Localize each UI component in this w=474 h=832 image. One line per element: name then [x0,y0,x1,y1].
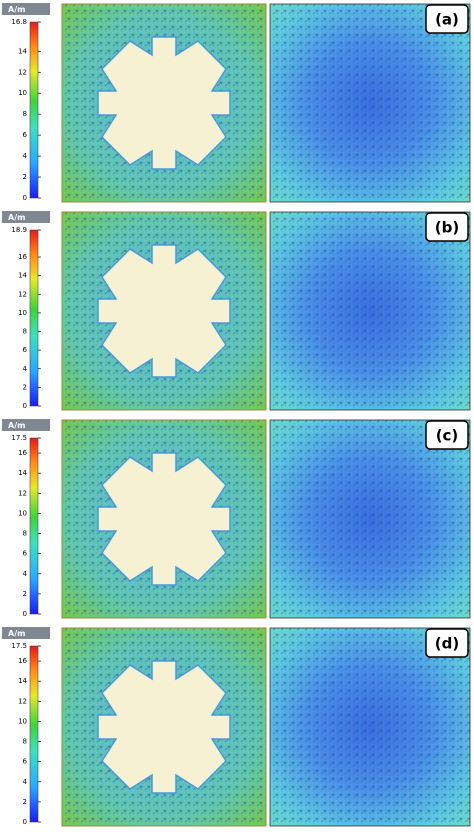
tick-label: 0 [23,610,27,618]
tick-label: 8 [23,328,27,336]
tick-label: 17.5 [11,434,27,442]
unit-label: A/m [8,421,25,430]
unit-label: A/m [8,629,25,638]
tick-label: 14 [18,469,27,477]
right-border [269,419,471,619]
tick-label: 6 [23,758,28,766]
right-arrows [270,212,470,410]
tick-label: 6 [23,131,28,139]
panel: A/m 16.8 14 12 10 8 6 4 2 0 (a) [2,3,471,203]
panel-label-box [425,4,469,34]
cross-patch [97,244,231,378]
right-arrows [270,420,470,618]
tick-label: 0 [23,194,27,202]
panel-label-box [425,628,469,658]
panel-label-box [425,420,469,450]
unit-label: A/m [8,5,25,14]
unit-header [2,3,50,15]
unit-header [2,419,50,431]
tick-label: 12 [18,68,27,76]
left-border [61,627,267,827]
colorbar [29,229,39,407]
tick-label: 16 [18,253,27,261]
tick-label: 4 [23,570,28,578]
tick-label: 8 [23,530,27,538]
tick-label: 12 [18,290,27,298]
tick-label: 12 [18,697,27,705]
tick-label: 16.8 [11,18,27,26]
panel: A/m 17.5 16 14 12 10 8 6 4 2 0 (d) [2,627,471,827]
tick-label: 2 [23,590,27,598]
left-border [61,211,267,411]
tick-label: 10 [18,309,27,317]
panel: A/m 18.9 16 14 12 10 8 6 4 2 0 (b) [2,211,471,411]
panels: A/m 16.8 14 12 10 8 6 4 2 0 (a) A/m 18.9 16 14 12 10 8 6 4 2… [2,3,471,827]
right-border [269,627,471,827]
panel: A/m 17.5 16 14 12 10 8 6 4 2 0 (c) [2,419,471,619]
tick-label: 10 [18,89,27,97]
panel-label: (a) [435,11,459,29]
tick-label: 10 [18,509,27,517]
panel-label: (c) [436,427,459,445]
tick-label: 4 [23,152,28,160]
panel-label-box [425,212,469,242]
left-border [61,3,267,203]
tick-label: 2 [23,383,27,391]
right-border [269,211,471,411]
tick-label: 4 [23,365,28,373]
colorbar [29,645,39,823]
cross-patch [97,660,231,794]
tick-label: 16 [18,657,27,665]
cross-patch [97,452,231,586]
tick-label: 8 [23,110,27,118]
tick-label: 2 [23,173,27,181]
panel-label: (d) [435,635,459,653]
tick-label: 2 [23,798,27,806]
tick-label: 0 [23,818,27,826]
colorbar [29,437,39,615]
tick-label: 12 [18,489,27,497]
tick-label: 6 [23,550,28,558]
panel-label: (b) [435,219,459,237]
tick-label: 14 [18,677,27,685]
tick-label: 8 [23,738,27,746]
tick-label: 14 [18,272,27,280]
right-border [269,3,471,203]
tick-label: 16 [18,449,27,457]
tick-label: 10 [18,717,27,725]
tick-label: 14 [18,47,27,55]
right-arrows [270,4,470,202]
tick-label: 6 [23,346,28,354]
left-border [61,419,267,619]
unit-header [2,211,50,223]
unit-label: A/m [8,213,25,222]
right-arrows [270,628,470,826]
tick-label: 4 [23,778,28,786]
tick-label: 18.9 [11,226,27,234]
tick-label: 17.5 [11,642,27,650]
unit-header [2,627,50,639]
tick-label: 0 [23,402,27,410]
cross-patch [97,36,231,170]
colorbar [29,21,39,199]
